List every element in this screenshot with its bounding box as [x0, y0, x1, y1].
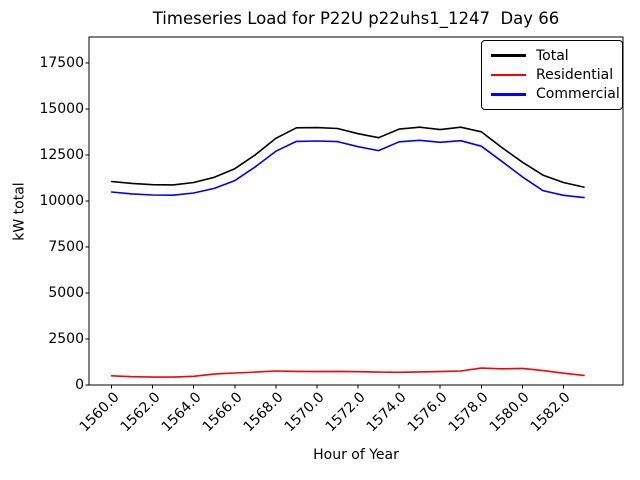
- y-tick-label: 7500: [48, 238, 84, 255]
- legend-label-total: Total: [536, 47, 569, 64]
- series-line-commercial: [110, 139, 585, 199]
- y-tick-label: 2500: [48, 330, 84, 347]
- series-line-residential: [110, 367, 585, 378]
- legend-label-commercial: Commercial: [536, 86, 620, 103]
- legend-item-commercial: Commercial: [491, 86, 620, 102]
- residential-line-swatch: [491, 73, 526, 77]
- axes-frame: [88, 36, 624, 386]
- legend: Total Residential Commercial: [481, 40, 623, 110]
- y-tick-label: 17500: [39, 54, 84, 71]
- y-tick-label: 15000: [39, 100, 84, 117]
- y-tick-label: 10000: [39, 192, 84, 209]
- commercial-line-swatch: [491, 93, 526, 96]
- legend-item-residential: Residential: [491, 67, 613, 83]
- legend-label-residential: Residential: [536, 66, 614, 83]
- x-axis-label: Hour of Year: [313, 447, 399, 463]
- legend-item-total: Total: [491, 48, 613, 64]
- y-tick-label: 5000: [48, 284, 84, 301]
- total-line-swatch: [491, 54, 526, 57]
- y-tick-label: 12500: [39, 146, 84, 163]
- series-line-total: [110, 126, 585, 188]
- chart-title: Timeseries Load for P22U p22uhs1_1247 Da…: [152, 9, 560, 28]
- y-tick-label: 0: [75, 377, 84, 393]
